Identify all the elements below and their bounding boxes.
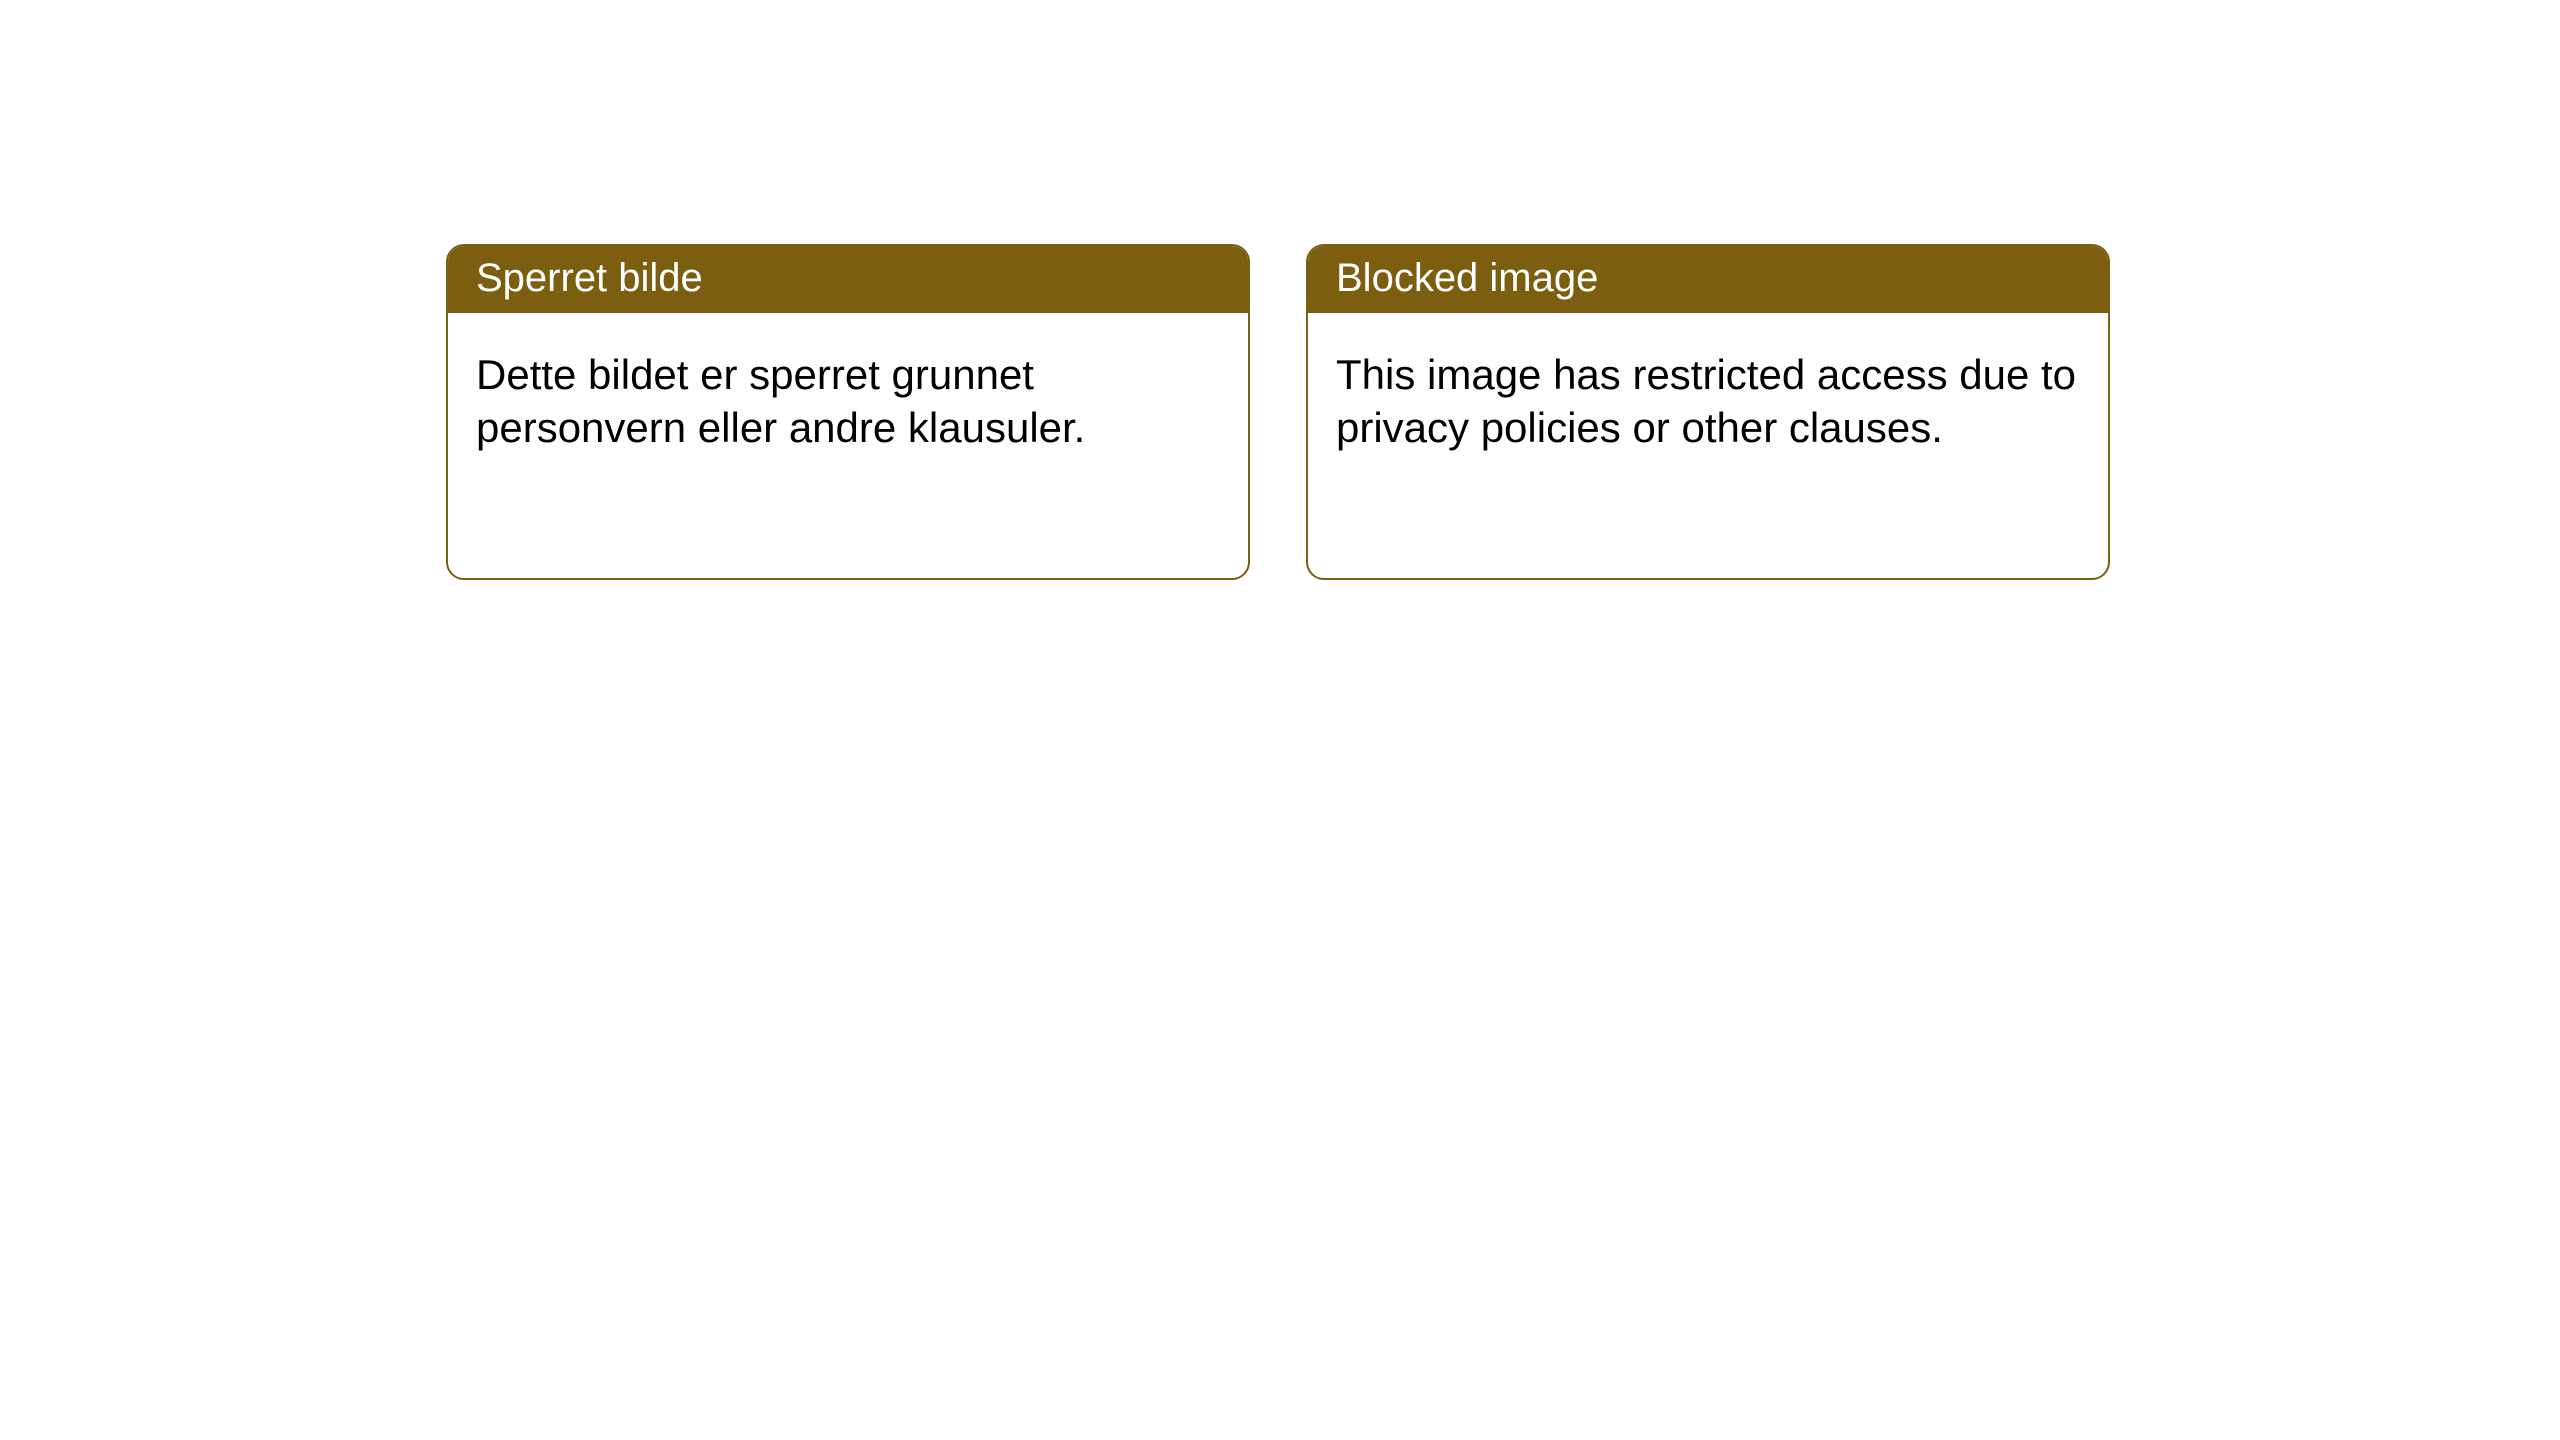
notice-header: Sperret bilde xyxy=(448,246,1248,313)
notice-body-text: Dette bildet er sperret grunnet personve… xyxy=(476,351,1085,451)
notice-container: Sperret bilde Dette bildet er sperret gr… xyxy=(0,0,2560,580)
notice-body: This image has restricted access due to … xyxy=(1308,313,2108,482)
notice-body: Dette bildet er sperret grunnet personve… xyxy=(448,313,1248,482)
notice-title: Sperret bilde xyxy=(476,256,703,300)
notice-box-english: Blocked image This image has restricted … xyxy=(1306,244,2110,580)
notice-title: Blocked image xyxy=(1336,256,1598,300)
notice-body-text: This image has restricted access due to … xyxy=(1336,351,2076,451)
notice-box-norwegian: Sperret bilde Dette bildet er sperret gr… xyxy=(446,244,1250,580)
notice-header: Blocked image xyxy=(1308,246,2108,313)
